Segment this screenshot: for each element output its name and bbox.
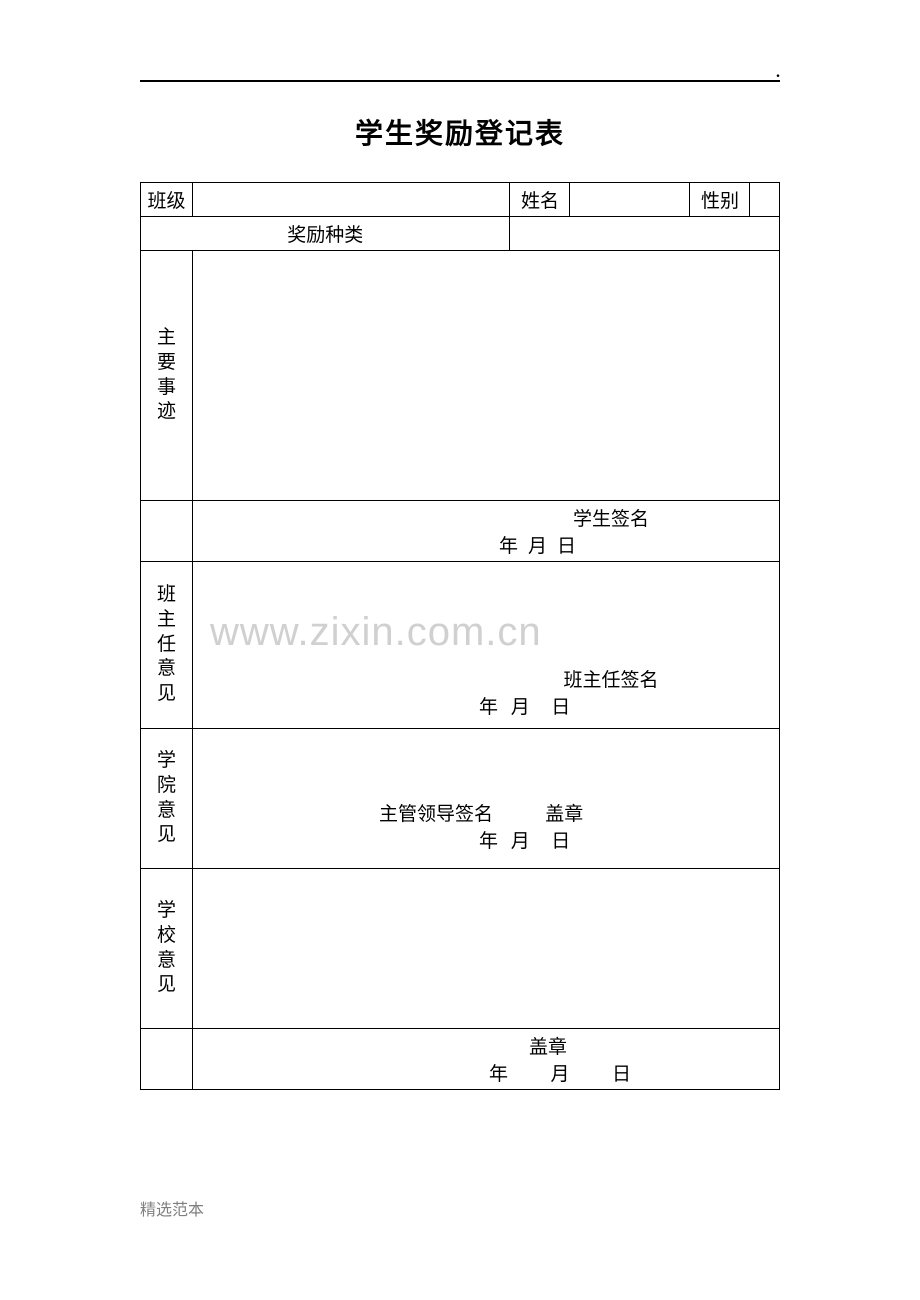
school-stamp-label: 盖章	[199, 1032, 773, 1059]
row-award-type: 奖励种类	[141, 217, 780, 251]
row-school-signature: 盖章 年 月 日	[141, 1029, 780, 1090]
field-school-signature: 盖章 年 月 日	[193, 1029, 780, 1090]
row-student-signature: 学生签名 年月日	[141, 501, 780, 562]
label-main-deeds: 主 要 事 迹	[141, 251, 193, 501]
footer-text: 精选范本	[140, 1196, 204, 1220]
field-student-signature: 学生签名 年月日	[193, 501, 780, 562]
label-school-opinion: 学 校 意 见	[141, 869, 193, 1029]
header-rule: .	[140, 80, 780, 82]
student-sig-date: 年月日	[199, 531, 773, 558]
label-school-sig-spacer	[141, 1029, 193, 1090]
field-gender	[750, 183, 780, 217]
label-student-sig-spacer	[141, 501, 193, 562]
school-sig-date: 年 月 日	[199, 1059, 773, 1086]
field-class	[193, 183, 510, 217]
field-teacher-opinion: 班主任签名 年 月 日	[193, 562, 780, 729]
label-award-type: 奖励种类	[141, 217, 510, 251]
page-title: 学生奖励登记表	[140, 112, 780, 152]
row-teacher-opinion: 班 主 任 意 见 班主任签名 年 月 日	[141, 562, 780, 729]
teacher-sig-date: 年 月 日	[199, 692, 773, 719]
field-college-opinion: 主管领导签名 盖章 年 月 日	[193, 729, 780, 869]
row-main-deeds: 主 要 事 迹	[141, 251, 780, 501]
row-school-opinion: 学 校 意 见	[141, 869, 780, 1029]
field-name	[570, 183, 690, 217]
leader-sig-line: 主管领导签名 盖章	[199, 799, 773, 826]
label-class: 班级	[141, 183, 193, 217]
college-sig-date: 年 月 日	[199, 826, 773, 853]
student-sig-label: 学生签名	[199, 504, 773, 531]
header-dot: .	[776, 64, 780, 82]
field-main-deeds	[193, 251, 780, 501]
label-gender: 性别	[690, 183, 750, 217]
row-basic-info: 班级 姓名 性别	[141, 183, 780, 217]
label-name: 姓名	[510, 183, 570, 217]
field-award-type	[510, 217, 780, 251]
teacher-sig-label: 班主任签名	[199, 665, 773, 692]
row-college-opinion: 学 院 意 见 主管领导签名 盖章 年 月 日	[141, 729, 780, 869]
registration-form: 班级 姓名 性别 奖励种类 主 要 事 迹 学生签名 年月日	[140, 182, 780, 1090]
field-school-opinion	[193, 869, 780, 1029]
label-college-opinion: 学 院 意 见	[141, 729, 193, 869]
label-teacher-opinion: 班 主 任 意 见	[141, 562, 193, 729]
